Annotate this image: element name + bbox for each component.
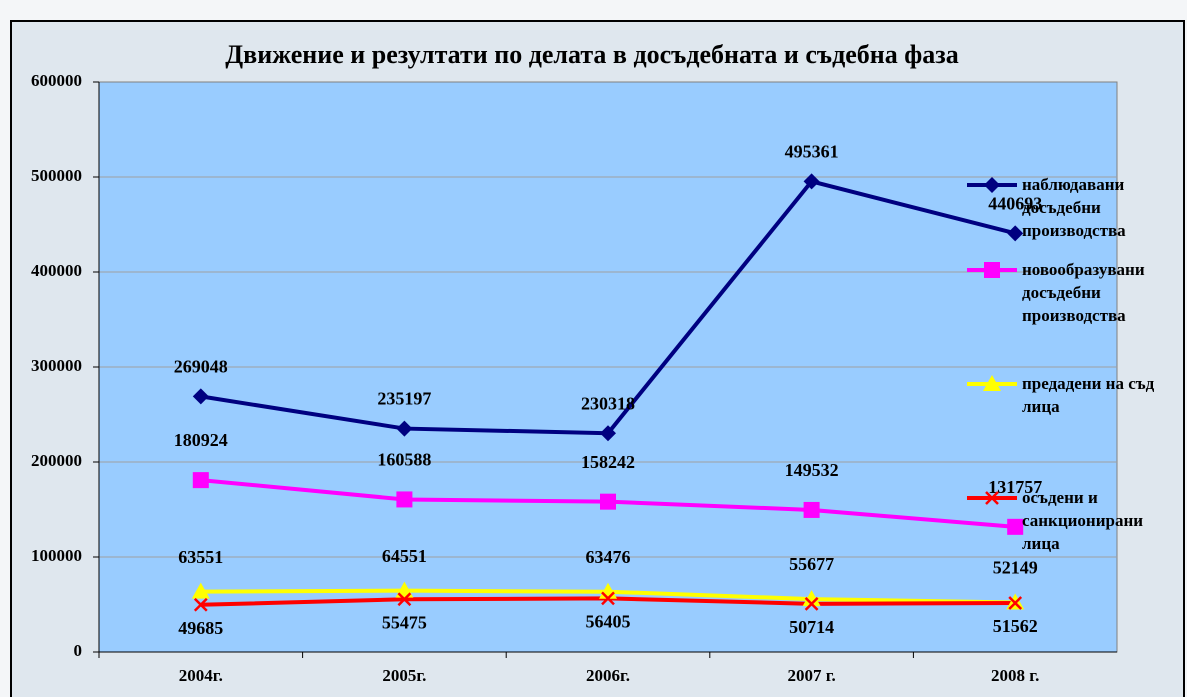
x-tick-label: 2006г. (586, 666, 630, 685)
data-label: 149532 (785, 460, 839, 480)
data-label: 49685 (178, 618, 223, 638)
point (193, 597, 208, 612)
x-tick-label: 2007 г. (787, 666, 835, 685)
x-tick-label: 2005г. (382, 666, 426, 685)
data-label: 63476 (586, 547, 631, 567)
point (192, 388, 209, 405)
point (985, 491, 999, 505)
data-label: 269048 (174, 357, 228, 377)
data-label: 55475 (382, 612, 427, 632)
data-label: 64551 (382, 546, 427, 566)
point (396, 491, 413, 508)
y-tick-label: 100000 (31, 546, 82, 565)
point (1007, 225, 1024, 242)
point (191, 582, 210, 599)
point (600, 425, 616, 442)
legend-label: предадени на съд лица (1022, 374, 1155, 416)
x-tick-label: 2004г. (179, 666, 223, 685)
data-label: 158242 (581, 452, 635, 472)
point (396, 420, 413, 437)
y-tick-label: 300000 (31, 356, 82, 375)
data-label: 131757 (988, 477, 1042, 497)
legend-label: осъдени и санкционирани лица (1022, 488, 1144, 553)
data-label: 235197 (377, 389, 431, 409)
point (802, 590, 821, 607)
chart-title: Движение и резултати по делата в досъдеб… (225, 40, 958, 69)
data-label: 50714 (789, 617, 834, 637)
legend-label: новообразувани досъдебни производства (1022, 260, 1145, 325)
point (601, 591, 615, 606)
point (804, 596, 819, 611)
point (1008, 596, 1023, 610)
data-label: 180924 (174, 430, 228, 450)
data-label: 160588 (377, 450, 431, 470)
data-label: 230318 (581, 393, 635, 413)
data-label: 495361 (785, 142, 839, 162)
y-tick-label: 600000 (31, 71, 82, 90)
point (803, 173, 820, 190)
data-label: 52149 (993, 558, 1038, 578)
y-tick-label: 400000 (31, 261, 82, 280)
point (983, 375, 1001, 391)
chart: Движение и резултати по делата в досъдеб… (31, 40, 1118, 685)
data-label: 63551 (178, 547, 223, 567)
chart-frame: Движение и резултати по делата в досъдеб… (10, 20, 1185, 697)
data-label: 55677 (789, 554, 834, 574)
point (1007, 518, 1024, 535)
data-label: 51562 (993, 616, 1038, 636)
y-tick-label: 500000 (31, 166, 82, 185)
point (984, 262, 1000, 278)
data-label: 440693 (988, 193, 1042, 213)
x-tick-label: 2008 г. (991, 666, 1039, 685)
point (397, 592, 412, 607)
legend-label: наблюдавани досъдебни производства (1022, 175, 1126, 240)
point (984, 177, 1000, 193)
y-tick-label: 200000 (31, 451, 82, 470)
point (803, 501, 820, 518)
point (600, 493, 616, 510)
y-tick-label: 0 (74, 641, 83, 660)
point (192, 472, 209, 489)
data-label: 56405 (586, 612, 631, 632)
